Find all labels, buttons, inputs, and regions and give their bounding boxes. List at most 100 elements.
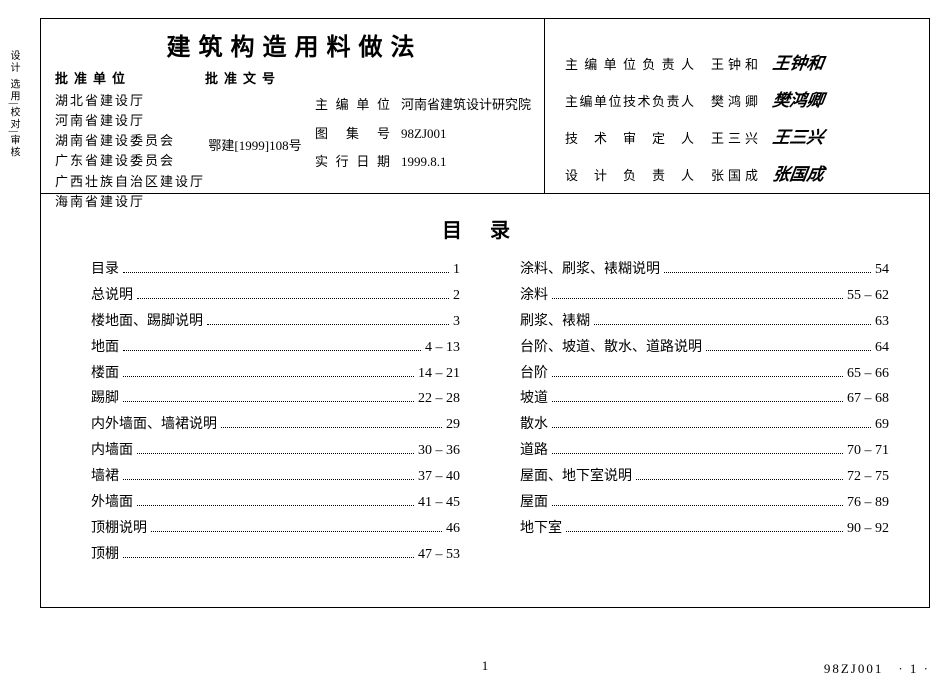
page-footer: 1 98ZJ001 · 1 · [40, 658, 930, 677]
toc-leader-dots [151, 531, 442, 532]
toc-page: 63 [875, 309, 889, 335]
toc-page: 37 – 40 [418, 464, 460, 490]
toc-label: 台阶 [520, 361, 548, 387]
toc-columns: 目录1总说明2楼地面、踢脚说明3地面4 – 13楼面14 – 21踢脚22 – … [91, 257, 889, 568]
toc-leader-dots [123, 557, 414, 558]
toc-label: 屋面 [520, 490, 548, 516]
toc-label: 总说明 [91, 283, 133, 309]
toc-leader-dots [137, 453, 414, 454]
header-label-row: 批准单位 批准文号 [55, 68, 534, 87]
toc-label: 道路 [520, 438, 548, 464]
responsible-signature: 王钟和 [763, 49, 826, 74]
toc-label: 台阶、坡道、散水、道路说明 [520, 335, 702, 361]
responsible-signature: 王三兴 [763, 123, 826, 148]
responsible-row: 主编单位负责人王钟和王钟和 [565, 49, 919, 74]
toc-row: 涂料 55 – 62 [520, 283, 889, 309]
info-key: 主编单位 [315, 91, 393, 120]
toc-label: 楼地面、踢脚说明 [91, 309, 203, 335]
label-approving-org: 批准单位 [55, 68, 205, 87]
toc-row: 涂料、刷浆、裱糊说明 54 [520, 257, 889, 283]
info-area: 湖北省建设厅河南省建设厅湖南省建设委员会广东省建设委员会广西壮族自治区建设厅海南… [55, 91, 534, 212]
toc-leader-dots [123, 376, 414, 377]
info-row: 图集号98ZJ001 [315, 120, 534, 149]
toc-page: 54 [875, 257, 889, 283]
responsible-name: 王钟和 [695, 54, 765, 73]
toc-row: 内墙面30 – 36 [91, 438, 460, 464]
toc-row: 台阶、坡道、散水、道路说明64 [520, 335, 889, 361]
info-row: 实行日期1999.8.1 [315, 148, 534, 177]
toc-page: 55 – 62 [847, 283, 889, 309]
toc-page: 70 – 71 [847, 438, 889, 464]
toc-leader-dots [664, 272, 871, 273]
toc-leader-dots [552, 401, 843, 402]
toc-page: 41 – 45 [418, 490, 460, 516]
toc-leader-dots [123, 401, 414, 402]
toc-label: 踢脚 [91, 386, 119, 412]
toc-label: 目录 [91, 257, 119, 283]
toc-label: 地面 [91, 335, 119, 361]
toc-label: 地下室 [520, 516, 562, 542]
toc-leader-dots [137, 505, 414, 506]
responsible-role: 主编单位技术负责人 [565, 91, 695, 110]
toc-row: 道路 70 – 71 [520, 438, 889, 464]
toc-leader-dots [552, 376, 843, 377]
toc-row: 坡道67 – 68 [520, 386, 889, 412]
binding-margin-text: 设计 选用|校对|审核 [6, 50, 21, 170]
toc-page: 90 – 92 [847, 516, 889, 542]
toc-row: 刷浆、裱糊 63 [520, 309, 889, 335]
toc-block: 目录 目录1总说明2楼地面、踢脚说明3地面4 – 13楼面14 – 21踢脚22… [41, 194, 929, 578]
responsible-row: 主编单位技术负责人樊鸿卿樊鸿卿 [565, 86, 919, 111]
header-block: 建筑构造用料做法 批准单位 批准文号 湖北省建设厅河南省建设厅湖南省建设委员会广… [41, 19, 929, 194]
toc-leader-dots [123, 350, 421, 351]
toc-row: 台阶 65 – 66 [520, 361, 889, 387]
key-value-rows: 主编单位河南省建筑设计研究院图集号98ZJ001实行日期1999.8.1 [315, 91, 534, 212]
approving-org: 湖南省建设委员会 [55, 131, 195, 151]
toc-leader-dots [706, 350, 871, 351]
responsible-signature: 张国成 [763, 160, 826, 185]
approving-org: 海南省建设厅 [55, 192, 195, 212]
doc-number: 鄂建[1999]108号 [195, 91, 315, 212]
toc-page: 4 – 13 [425, 335, 460, 361]
toc-page: 69 [875, 412, 889, 438]
toc-leader-dots [594, 324, 871, 325]
toc-leader-dots [207, 324, 449, 325]
info-value: 河南省建筑设计研究院 [393, 91, 531, 120]
toc-column-left: 目录1总说明2楼地面、踢脚说明3地面4 – 13楼面14 – 21踢脚22 – … [91, 257, 460, 568]
toc-label: 内外墙面、墙裙说明 [91, 412, 217, 438]
toc-label: 涂料、刷浆、裱糊说明 [520, 257, 660, 283]
toc-page: 65 – 66 [847, 361, 889, 387]
toc-label: 刷浆、裱糊 [520, 309, 590, 335]
toc-row: 内外墙面、墙裙说明 29 [91, 412, 460, 438]
responsible-name: 王三兴 [695, 128, 765, 147]
toc-row: 外墙面 41 – 45 [91, 490, 460, 516]
toc-label: 顶棚 [91, 542, 119, 568]
toc-row: 总说明2 [91, 283, 460, 309]
responsible-role: 技术审定人 [565, 128, 695, 147]
toc-page: 72 – 75 [847, 464, 889, 490]
toc-label: 墙裙 [91, 464, 119, 490]
toc-page: 1 [453, 257, 460, 283]
toc-page: 76 – 89 [847, 490, 889, 516]
toc-page: 14 – 21 [418, 361, 460, 387]
toc-page: 29 [446, 412, 460, 438]
label-approving-doc: 批准文号 [205, 68, 325, 87]
toc-label: 外墙面 [91, 490, 133, 516]
info-value: 1999.8.1 [393, 148, 447, 177]
toc-label: 楼面 [91, 361, 119, 387]
responsible-signature: 樊鸿卿 [763, 86, 826, 111]
responsible-role: 主编单位负责人 [565, 54, 695, 73]
footer-doc-id: 98ZJ001 · 1 · [824, 658, 930, 677]
toc-label: 涂料 [520, 283, 548, 309]
toc-row: 目录 1 [91, 257, 460, 283]
info-key: 图集号 [315, 120, 393, 149]
toc-title: 目录 [91, 214, 889, 243]
toc-row: 墙裙 37 – 40 [91, 464, 460, 490]
toc-leader-dots [636, 479, 843, 480]
toc-row: 楼面 14 – 21 [91, 361, 460, 387]
responsibles-block: 主编单位负责人王钟和王钟和主编单位技术负责人樊鸿卿樊鸿卿技术审定人王三兴王三兴设… [545, 19, 929, 193]
approving-orgs-list: 湖北省建设厅河南省建设厅湖南省建设委员会广东省建设委员会广西壮族自治区建设厅海南… [55, 91, 195, 212]
toc-label: 散水 [520, 412, 548, 438]
toc-row: 散水 69 [520, 412, 889, 438]
toc-row: 踢脚22 – 28 [91, 386, 460, 412]
header-left: 建筑构造用料做法 批准单位 批准文号 湖北省建设厅河南省建设厅湖南省建设委员会广… [41, 19, 545, 193]
